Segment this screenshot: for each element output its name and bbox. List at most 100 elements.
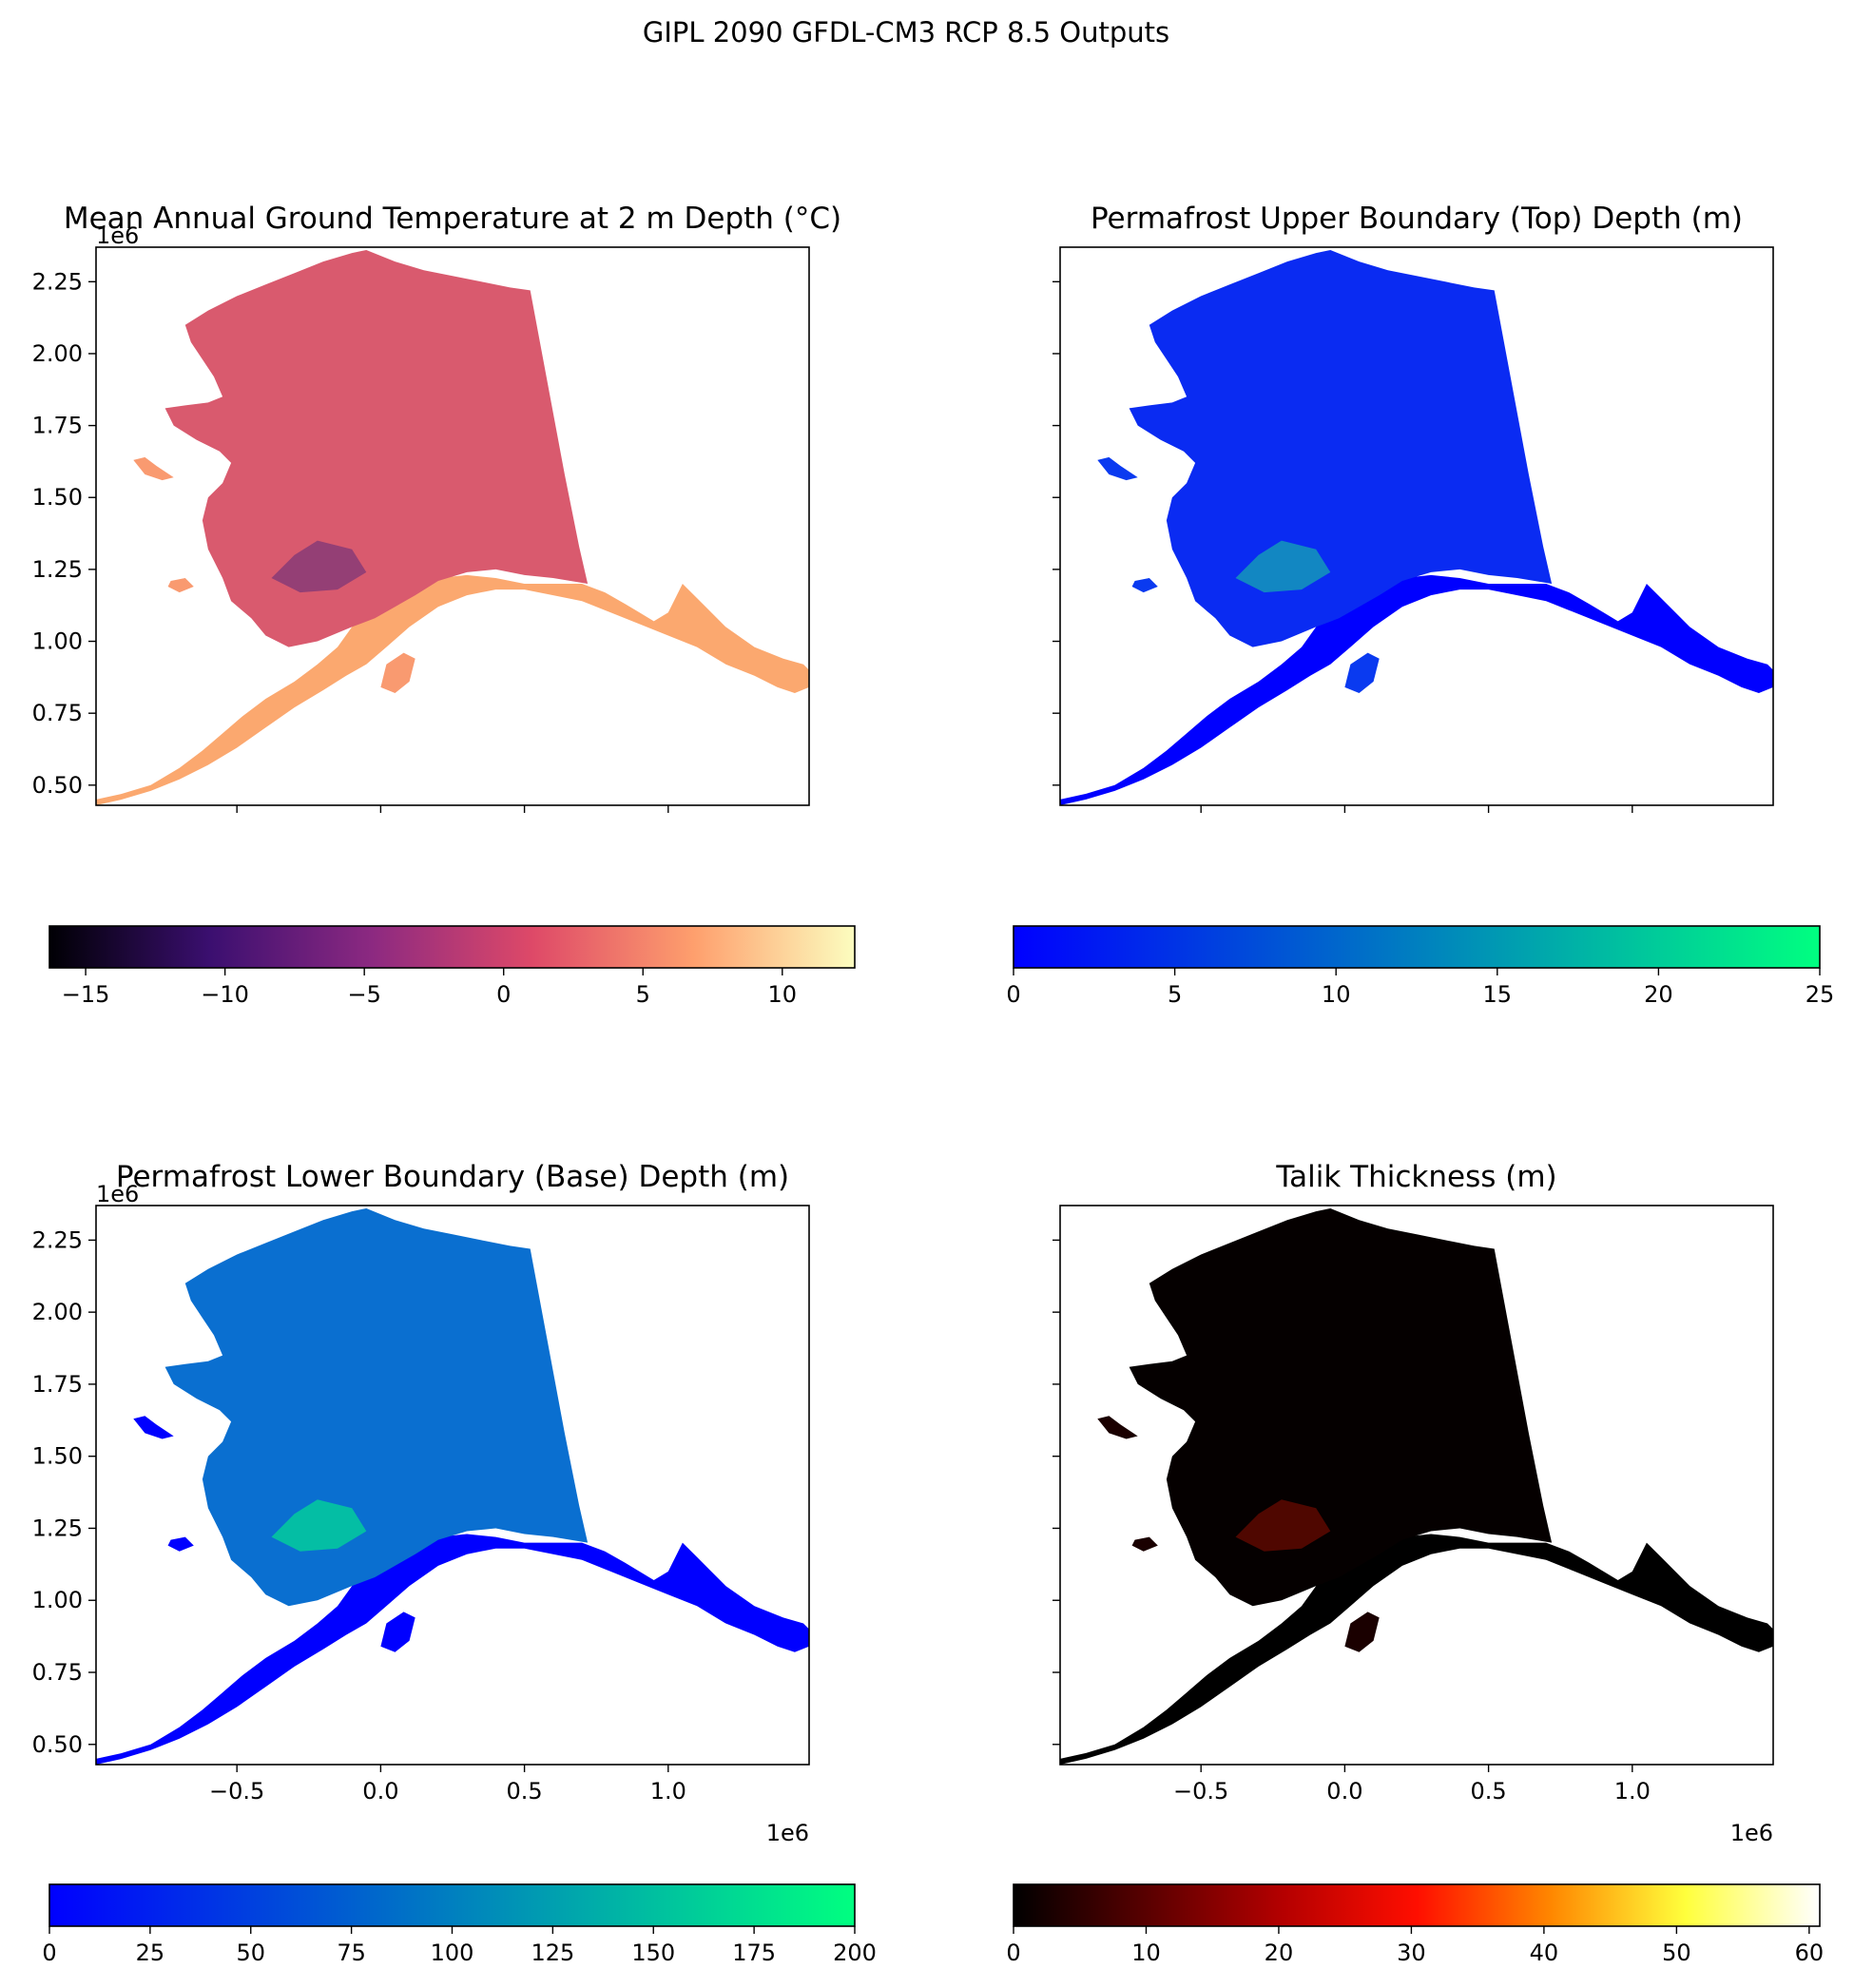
y-tick-label: 1.25 (32, 1515, 83, 1541)
map-coastal-region (1060, 1534, 1773, 1765)
colorbar-gradient (48, 1883, 856, 1927)
map-island-1 (133, 456, 174, 481)
x-offset-label: 1e6 (766, 1820, 809, 1846)
heatmap-raster (96, 250, 809, 805)
heatmap-raster (1060, 250, 1773, 805)
map-island-2 (167, 578, 194, 593)
axes-frame (1059, 1205, 1774, 1766)
colorbar-tick-label: −15 (62, 981, 110, 1008)
colorbar-tick-label: 15 (1483, 981, 1513, 1008)
map-interior-region (1129, 1208, 1553, 1607)
map-island-1 (1097, 456, 1138, 481)
figure-suptitle: GIPL 2090 GFDL-CM3 RCP 8.5 Outputs (643, 16, 1169, 48)
map-highlight-region (271, 1499, 367, 1552)
colorbar-tick-label: 50 (1662, 1940, 1691, 1966)
x-tick-label: −0.5 (209, 1778, 264, 1805)
panel-1: Mean Annual Ground Temperature at 2 m De… (32, 202, 856, 1008)
x-tick-label: 1.0 (1614, 1778, 1651, 1805)
panel-3: Permafrost Lower Boundary (Base) Depth (… (32, 1160, 877, 1966)
y-offset-label: 1e6 (96, 222, 139, 249)
y-tick-label: 1.00 (32, 628, 83, 655)
y-tick-label: 0.75 (32, 700, 83, 726)
x-offset-label: 1e6 (1730, 1820, 1773, 1846)
y-tick-label: 1.00 (32, 1587, 83, 1613)
colorbar-tick-label: 150 (631, 1940, 675, 1966)
y-tick-label: 1.25 (32, 556, 83, 583)
colorbar-tick-label: 100 (431, 1940, 474, 1966)
y-tick-label: 1.75 (32, 1371, 83, 1398)
y-offset-label: 1e6 (96, 1181, 139, 1207)
colorbar-tick-label: 10 (768, 981, 798, 1008)
colorbar-tick-label: 0 (42, 1940, 56, 1966)
map-highlight-region (1235, 540, 1331, 593)
map-highlight-region (1235, 1499, 1331, 1552)
y-tick-label: 0.50 (32, 1731, 83, 1758)
colorbar: 0 5 10 15 20 25 (1006, 925, 1835, 1008)
y-tick-label: 2.00 (32, 1299, 83, 1325)
colorbar-tick-label: 0 (1006, 1940, 1020, 1966)
y-tick-label: 2.25 (32, 1226, 83, 1253)
map-interior-region (164, 250, 589, 647)
map-island-3 (1344, 652, 1380, 693)
x-tick-label: 0.0 (362, 1778, 398, 1805)
panel-title: Mean Annual Ground Temperature at 2 m De… (64, 202, 841, 236)
colorbar-tick-label: 60 (1795, 1940, 1825, 1966)
colorbar-tick-label: 30 (1397, 1940, 1426, 1966)
axes-frame (1059, 246, 1774, 806)
colorbar-tick-label: 20 (1644, 981, 1673, 1008)
heatmap-raster (1060, 1208, 1773, 1765)
map-island-3 (380, 1612, 415, 1652)
y-tick-label: 0.50 (32, 772, 83, 799)
colorbar-tick-label: 175 (732, 1940, 776, 1966)
map-island-2 (167, 1536, 194, 1552)
y-tick-label: 1.50 (32, 1443, 83, 1470)
axes-frame (95, 246, 810, 806)
map-island-2 (1131, 1536, 1158, 1552)
y-tick-label: 2.00 (32, 340, 83, 367)
panel-title: Talik Thickness (m) (1275, 1160, 1556, 1194)
colorbar-tick-label: 25 (1806, 981, 1835, 1008)
y-tick-label: 0.75 (32, 1659, 83, 1686)
map-interior-region (1129, 250, 1553, 647)
colorbar-tick-label: 75 (337, 1940, 366, 1966)
colorbar-gradient (1013, 1883, 1821, 1927)
map-island-2 (1131, 578, 1158, 593)
map-island-3 (380, 652, 415, 693)
panel-title: Permafrost Lower Boundary (Base) Depth (… (116, 1160, 789, 1194)
heatmap-raster (96, 1208, 809, 1765)
panel-4: Talik Thickness (m) −0.5 0.0 0.5 1.0 1e6 0 10 20… (1006, 1160, 1824, 1966)
axes-frame (95, 1205, 810, 1766)
colorbar-tick-label: 10 (1131, 1940, 1161, 1966)
colorbar-tick-label: 10 (1322, 981, 1351, 1008)
map-coastal-region (96, 574, 809, 805)
colorbar-tick-label: −10 (201, 981, 249, 1008)
colorbar-tick-label: 200 (833, 1940, 877, 1966)
map-interior-region (164, 1208, 589, 1607)
colorbar: 0 25 50 75 100 125 150 175 200 (42, 1883, 877, 1966)
colorbar-tick-label: 25 (136, 1940, 165, 1966)
colorbar-tick-label: 5 (636, 981, 650, 1008)
colorbar-tick-label: 125 (531, 1940, 574, 1966)
x-tick-label: 0.5 (1471, 1778, 1507, 1805)
colorbar-gradient (1013, 925, 1821, 969)
map-island-1 (133, 1416, 174, 1439)
x-tick-label: 0.0 (1326, 1778, 1362, 1805)
panel-title: Permafrost Upper Boundary (Top) Depth (m… (1091, 202, 1743, 236)
y-tick-label: 1.50 (32, 484, 83, 511)
panel-2: Permafrost Upper Boundary (Top) Depth (m… (1006, 202, 1834, 1008)
x-tick-label: −0.5 (1173, 1778, 1228, 1805)
colorbar-tick-label: 50 (236, 1940, 265, 1966)
colorbar: −15 −10 −5 0 5 10 (48, 925, 856, 1008)
map-island-3 (1344, 1612, 1380, 1652)
x-tick-label: 0.5 (507, 1778, 543, 1805)
colorbar-tick-label: −5 (347, 981, 380, 1008)
colorbar-tick-label: 0 (496, 981, 511, 1008)
colorbar-tick-label: 5 (1168, 981, 1182, 1008)
y-tick-label: 1.75 (32, 413, 83, 439)
map-coastal-region (1060, 574, 1773, 805)
map-island-1 (1097, 1416, 1138, 1439)
colorbar-tick-label: 20 (1265, 1940, 1294, 1966)
map-highlight-region (271, 540, 367, 593)
map-coastal-region (96, 1534, 809, 1765)
